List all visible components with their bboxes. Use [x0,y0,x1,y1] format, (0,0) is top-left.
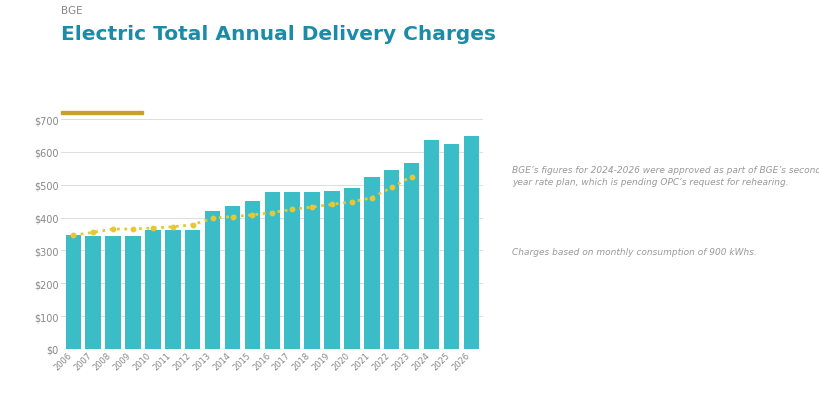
Bar [106,236,121,349]
Bar [165,230,181,349]
Bar [364,178,379,349]
Bar [324,192,340,349]
Text: BGE’s figures for 2024-2026 were approved as part of BGE’s second multi-
year ra: BGE’s figures for 2024-2026 were approve… [512,165,819,187]
Bar [344,188,360,349]
Text: BGE: BGE [61,6,83,16]
Bar [423,141,439,349]
Bar [205,211,220,349]
Bar [224,207,240,349]
Text: Charges based on monthly consumption of 900 kWhs.: Charges based on monthly consumption of … [512,248,757,257]
Bar [66,235,81,349]
Bar [284,192,300,349]
Bar [444,144,459,349]
Bar [185,230,201,349]
Bar [125,236,141,349]
Bar [404,164,419,349]
Bar [305,192,320,349]
Text: Electric Total Annual Delivery Charges: Electric Total Annual Delivery Charges [61,25,496,44]
Bar [145,230,161,349]
Bar [265,192,280,349]
Bar [85,236,101,349]
Bar [464,137,479,349]
Bar [384,171,400,349]
Bar [245,202,260,349]
